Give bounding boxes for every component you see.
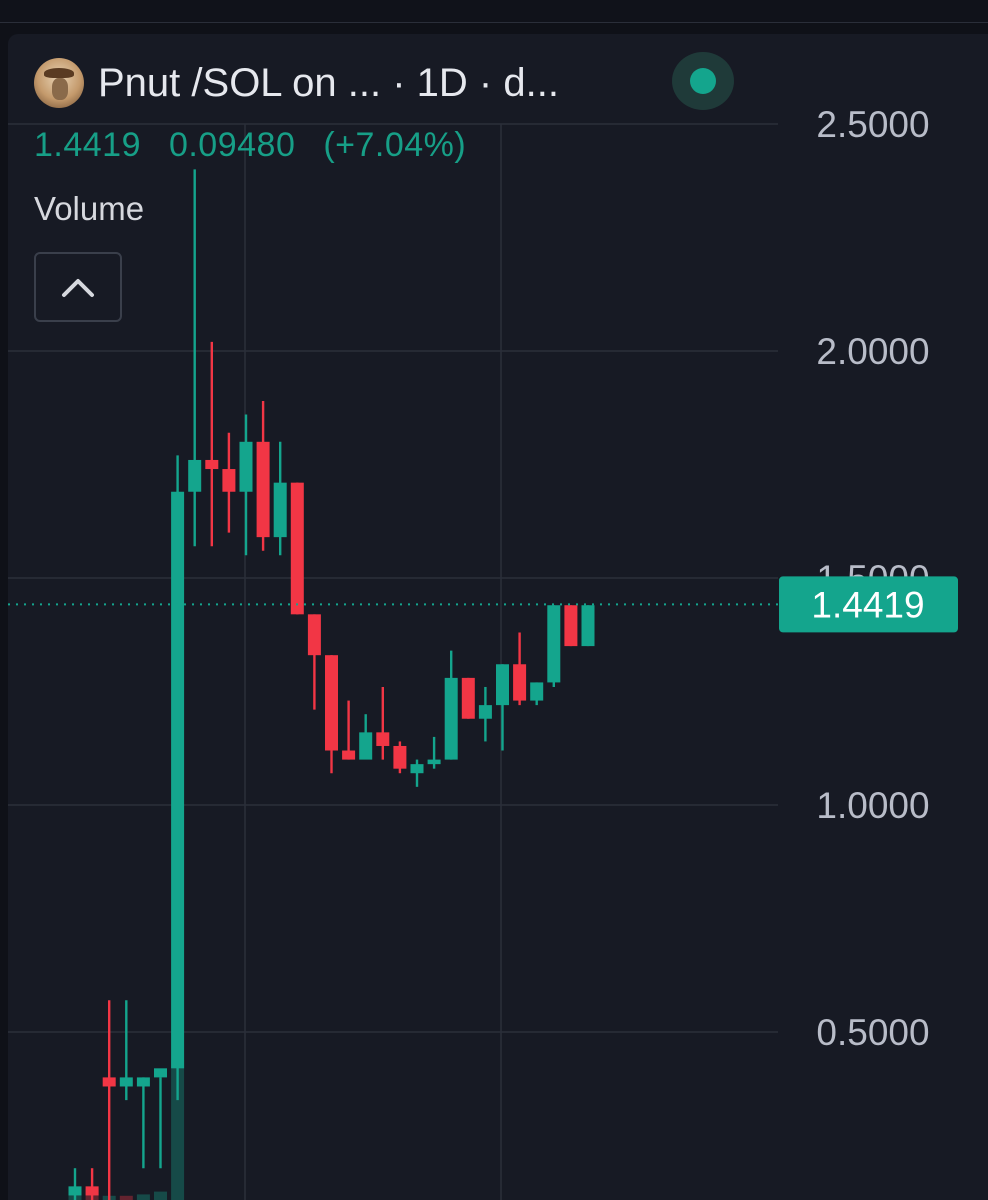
current-price-tag-label: 1.4419 xyxy=(811,584,924,625)
volume-bar xyxy=(119,1195,133,1200)
candle-body xyxy=(205,459,219,470)
candle xyxy=(239,414,253,556)
peanut-squirrel-avatar-icon xyxy=(34,58,84,108)
candle xyxy=(136,1077,150,1169)
candle-body xyxy=(564,605,578,647)
candle-body xyxy=(307,614,321,656)
candle-body xyxy=(119,1077,133,1087)
candle-body xyxy=(581,605,595,647)
current-price-layer: 1.4419 xyxy=(8,576,958,633)
candle-series xyxy=(68,169,595,1200)
candle xyxy=(461,677,475,719)
candle xyxy=(564,605,578,647)
candle xyxy=(513,632,527,706)
candle xyxy=(478,686,492,742)
symbol-title[interactable]: Pnut /SOL on ... · 1D · d... xyxy=(98,60,559,105)
candle-body xyxy=(290,482,304,615)
price-change-percent: (+7.04%) xyxy=(323,126,467,164)
candle xyxy=(188,169,202,547)
volume-indicator-label[interactable]: Volume xyxy=(34,190,145,227)
price-summary: 1.4419 0.09480 (+7.04%) xyxy=(34,126,484,165)
candle xyxy=(359,714,373,760)
candle-body xyxy=(496,664,509,706)
candle xyxy=(325,655,338,774)
candle xyxy=(205,341,219,547)
candle-body xyxy=(427,759,441,765)
chevron-up-icon xyxy=(62,279,94,297)
candle-body xyxy=(136,1077,150,1087)
candle xyxy=(154,1068,167,1169)
candle-body xyxy=(222,469,236,492)
candle-body xyxy=(376,732,390,746)
candle-body xyxy=(154,1068,167,1078)
candle-body xyxy=(171,491,185,1069)
candle-body xyxy=(478,705,492,719)
candle-body xyxy=(444,677,458,760)
candle xyxy=(171,455,185,1101)
price-change-value: 0.09480 xyxy=(168,126,296,164)
price-axis-tick-label: 2.0000 xyxy=(816,331,929,372)
candle-body xyxy=(239,441,253,492)
candle-body xyxy=(513,664,527,701)
candle xyxy=(68,1168,82,1200)
candle-body xyxy=(530,682,544,701)
candle xyxy=(222,432,236,533)
market-status-indicator[interactable] xyxy=(672,52,734,110)
candle xyxy=(307,614,321,710)
last-price-value: 1.4419 xyxy=(34,126,141,164)
price-axis-tick-label: 2.5000 xyxy=(816,104,929,145)
candle-body xyxy=(85,1186,99,1196)
candle-body xyxy=(410,764,424,774)
candle xyxy=(444,650,458,760)
candle xyxy=(547,605,561,687)
candle xyxy=(119,1000,133,1101)
chart-grid xyxy=(8,123,778,1200)
candle xyxy=(581,605,595,647)
volume-bar xyxy=(136,1194,150,1200)
candle-body xyxy=(273,482,287,538)
candle xyxy=(273,441,287,556)
candle-body xyxy=(68,1186,82,1196)
candle xyxy=(290,482,304,615)
candle-body xyxy=(342,750,356,760)
candle-body xyxy=(188,459,202,492)
price-axis-tick-label: 0.5000 xyxy=(816,1012,929,1053)
candle xyxy=(393,741,407,774)
volume-bar xyxy=(171,1060,185,1200)
candle-body xyxy=(256,441,270,538)
candle xyxy=(102,1000,116,1200)
candle-body xyxy=(393,745,407,769)
candle xyxy=(496,664,509,751)
candle xyxy=(376,686,390,760)
candle xyxy=(342,700,356,760)
volume-bar xyxy=(154,1191,167,1200)
top-status-bar xyxy=(0,0,988,23)
symbol-header[interactable]: Pnut /SOL on ... · 1D · d... xyxy=(34,56,559,110)
status-dot-icon xyxy=(690,68,716,94)
candle-body xyxy=(547,605,561,683)
candle-body xyxy=(359,732,373,760)
candle-body xyxy=(461,677,475,719)
collapse-indicators-button[interactable] xyxy=(34,252,122,322)
candle xyxy=(410,759,424,787)
candle xyxy=(256,400,270,551)
candle-body xyxy=(325,655,338,751)
current-price-tag xyxy=(779,576,958,633)
price-axis-tick-label: 1.0000 xyxy=(816,785,929,826)
candle-body xyxy=(102,1077,116,1087)
candle xyxy=(530,682,544,706)
candle xyxy=(427,736,441,769)
candle xyxy=(85,1168,99,1200)
